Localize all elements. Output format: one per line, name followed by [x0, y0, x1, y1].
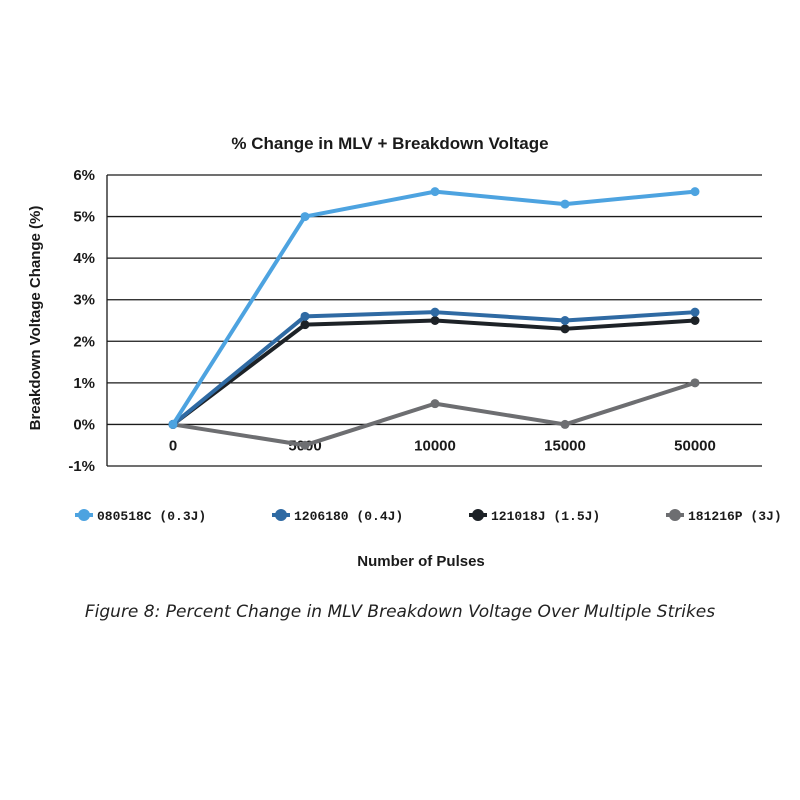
- x-tick-label: 10000: [414, 437, 456, 454]
- data-point: [690, 378, 700, 388]
- legend-swatch-marker: [472, 509, 484, 521]
- series-line: [171, 380, 697, 448]
- data-point: [430, 316, 440, 325]
- legend-item: 1206180 (0.4J): [272, 509, 403, 524]
- legend-item: 080518C (0.3J): [75, 509, 206, 524]
- x-tick-label: 0: [169, 437, 177, 454]
- data-point: [430, 187, 440, 197]
- data-point: [168, 419, 178, 429]
- gridlines: [106, 174, 762, 467]
- x-axis-label: Number of Pulses: [357, 553, 485, 570]
- y-tick-label: 4%: [73, 250, 95, 267]
- data-point: [430, 399, 440, 409]
- y-tick-label: 5%: [73, 209, 95, 226]
- data-point: [300, 212, 310, 222]
- data-point: [300, 320, 310, 330]
- series-0: [168, 187, 700, 429]
- legend-label: 121018J (1.5J): [491, 509, 600, 524]
- figure-caption: Figure 8: Percent Change in MLV Breakdow…: [85, 602, 715, 622]
- data-point: [300, 311, 310, 321]
- x-tick-label: 15000: [544, 437, 586, 454]
- data-point: [300, 440, 310, 450]
- y-tick-label: 2%: [73, 333, 95, 350]
- data-point: [690, 316, 700, 325]
- legend: 080518C (0.3J) 1206180 (0.4J) 121018J (1.5…: [75, 509, 782, 524]
- y-tick-label: -1%: [68, 458, 95, 475]
- legend-swatch-marker: [275, 509, 287, 521]
- legend-label: 181216P (3J): [688, 509, 782, 524]
- series-layer: [168, 187, 700, 450]
- legend-swatch-marker: [669, 509, 681, 521]
- y-tick-label: 3%: [73, 292, 95, 309]
- x-axis-ticks: 05000100001500050000: [169, 437, 716, 454]
- y-tick-label: 1%: [73, 375, 95, 392]
- legend-label: 080518C (0.3J): [97, 509, 206, 524]
- data-point: [560, 324, 570, 334]
- data-point: [560, 316, 570, 325]
- chart-title: % Change in MLV + Breakdown Voltage: [231, 134, 548, 153]
- data-point: [690, 307, 700, 317]
- legend-label: 1206180 (0.4J): [294, 509, 403, 524]
- y-axis-ticks: 6% 5% 4% 3% 2% 1% 0% -1%: [68, 167, 95, 475]
- data-point: [560, 419, 570, 429]
- x-tick-label: 50000: [674, 437, 716, 454]
- y-tick-label: 6%: [73, 167, 95, 184]
- data-point: [690, 187, 700, 197]
- series-2: [168, 316, 700, 429]
- data-point: [560, 199, 570, 209]
- data-point: [430, 307, 440, 317]
- legend-swatch-marker: [78, 509, 90, 521]
- y-axis-label: Breakdown Voltage Change (%): [27, 206, 44, 431]
- y-tick-label: 0%: [73, 416, 95, 433]
- legend-item: 121018J (1.5J): [469, 509, 600, 524]
- legend-item: 181216P (3J): [666, 509, 782, 524]
